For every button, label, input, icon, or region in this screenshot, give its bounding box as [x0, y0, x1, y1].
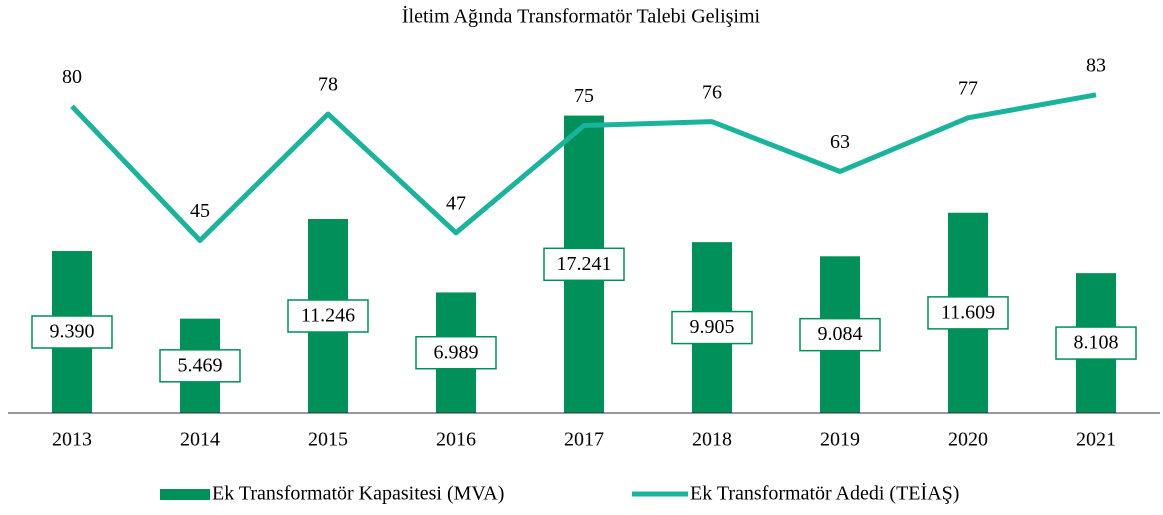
bar-value-label: 11.609: [941, 301, 995, 323]
x-tick-label: 2017: [564, 429, 604, 451]
bar-value-label: 9.084: [818, 323, 863, 345]
line-value-label: 80: [62, 66, 82, 88]
line: [70, 92, 1097, 243]
line-value-label: 76: [702, 81, 722, 103]
line-value-label: 75: [574, 85, 594, 107]
legend-label: Ek Transformatör Kapasitesi (MVA): [212, 483, 504, 505]
bar-value-label: 17.241: [557, 253, 612, 275]
bar-value-label: 11.246: [301, 305, 355, 327]
legend-label: Ek Transformatör Adedi (TEİAŞ): [690, 482, 959, 505]
x-tick-label: 2016: [436, 429, 476, 451]
bar-label-box: [287, 299, 369, 333]
x-tick-label: 2019: [820, 429, 860, 451]
bar-label-box: [31, 315, 113, 349]
x-tick-label: 2014: [180, 429, 220, 451]
x-tick-label: 2020: [948, 429, 988, 451]
line-value-label: 77: [958, 77, 978, 99]
line-value-label: 78: [318, 74, 338, 96]
legend-swatch: [160, 489, 210, 500]
line-value-label: 45: [190, 200, 210, 222]
bar-label-box: [927, 296, 1009, 330]
bar-label-box: [671, 310, 753, 345]
bar-value-label: 9.905: [690, 316, 735, 338]
x-tick-label: 2015: [308, 429, 348, 451]
line-value-label: 47: [446, 192, 466, 214]
chart-title: İletim Ağında Transformatör Talebi Geliş…: [402, 5, 761, 28]
x-tick-label: 2018: [692, 429, 732, 451]
bar-label-box: [1055, 326, 1137, 360]
x-tick-label: 2013: [52, 429, 92, 451]
line-value-label: 63: [830, 131, 850, 153]
bar-value-label: 8.108: [1074, 332, 1119, 354]
x-tick-label: 2021: [1076, 429, 1116, 451]
bar-value-label: 9.390: [50, 321, 95, 343]
bar-label-box: [159, 349, 241, 383]
bar-value-label: 5.469: [178, 354, 223, 376]
bar-label-box: [543, 247, 625, 282]
bar-label-box: [799, 317, 881, 352]
bar-value-label: 6.989: [434, 341, 479, 363]
bar-label-box: [415, 335, 497, 370]
line-value-label: 83: [1086, 54, 1106, 76]
